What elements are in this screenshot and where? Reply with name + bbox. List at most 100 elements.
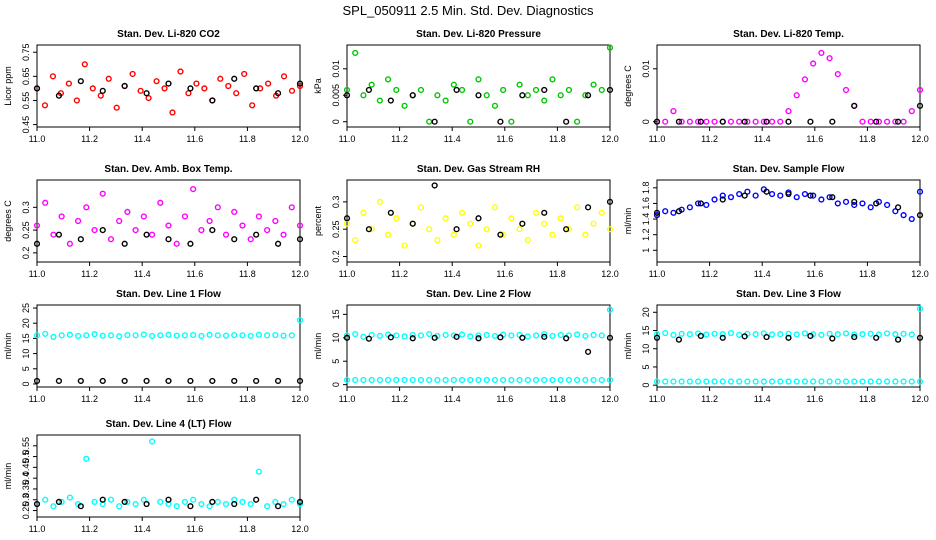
- data-point: [785, 334, 792, 341]
- data-point: [132, 332, 139, 339]
- y-tick-label: 0.005: [331, 84, 341, 107]
- data-point: [280, 231, 287, 238]
- x-tick-label: 11.6: [806, 394, 823, 404]
- data-point: [662, 378, 669, 385]
- data-point: [810, 378, 817, 385]
- data-point: [33, 222, 41, 229]
- data-point: [497, 334, 504, 341]
- data-point: [736, 331, 743, 338]
- data-point: [810, 60, 817, 67]
- data-point: [653, 209, 661, 216]
- x-tick-label: 11.6: [496, 269, 513, 279]
- panel-1: Stan. Dev. Li-820 CO2 Licor ppm 11.0 11.2 11…: [3, 29, 309, 144]
- data-point: [829, 118, 836, 125]
- data-point: [653, 118, 661, 125]
- x-tick-label: 11.8: [239, 134, 256, 144]
- data-point: [606, 306, 614, 313]
- data-point: [467, 376, 474, 384]
- data-point: [116, 503, 123, 510]
- data-point: [393, 376, 400, 384]
- data-point: [33, 85, 41, 92]
- data-point: [73, 97, 80, 104]
- data-point: [132, 500, 139, 508]
- data-point: [686, 118, 693, 125]
- data-point: [55, 377, 63, 385]
- data-point: [65, 80, 72, 87]
- data-point: [719, 118, 726, 125]
- x-tick-label: 11.2: [391, 269, 408, 279]
- data-point: [711, 330, 718, 337]
- data-point: [675, 208, 683, 215]
- data-point: [458, 209, 466, 216]
- data-point: [519, 92, 526, 99]
- data-point: [181, 332, 189, 339]
- data-point: [274, 240, 282, 247]
- y-axis-label: degrees C: [623, 65, 633, 107]
- data-point: [458, 86, 466, 94]
- y-axis-label: percent: [313, 205, 323, 236]
- data-point: [678, 118, 685, 125]
- data-point: [675, 336, 683, 343]
- data-point: [55, 231, 63, 238]
- data-point: [409, 92, 416, 99]
- data-point: [557, 376, 564, 384]
- data-point: [148, 438, 156, 445]
- data-point: [409, 335, 416, 342]
- data-point: [393, 332, 400, 339]
- data-point: [532, 86, 540, 94]
- data-point: [483, 331, 490, 339]
- y-tick-label: 25: [21, 303, 31, 313]
- data-point: [916, 188, 924, 195]
- panel-8: Stan. Dev. Line 2 Flow ml/min 11.0 11.2 11.4…: [313, 289, 619, 404]
- data-point: [752, 378, 759, 385]
- data-point: [140, 213, 147, 220]
- data-point: [491, 204, 499, 211]
- plot-frame: [656, 44, 921, 128]
- data-point: [431, 118, 438, 125]
- data-point: [694, 118, 702, 125]
- data-point: [376, 332, 383, 340]
- panel-title: Stan. Dev. Line 2 Flow: [426, 289, 531, 300]
- data-point: [763, 333, 770, 341]
- data-point: [384, 76, 392, 83]
- data-point: [99, 87, 106, 94]
- data-point: [483, 92, 490, 99]
- data-point: [241, 70, 248, 78]
- data-point: [851, 102, 858, 109]
- y-tick-label: 10: [331, 333, 341, 343]
- x-tick-label: 11.0: [29, 524, 46, 534]
- plot-frame: [656, 179, 921, 263]
- data-point: [670, 378, 677, 385]
- y-axis-label: kPa: [313, 78, 323, 94]
- data-point: [185, 90, 192, 97]
- x-tick-label: 11.2: [701, 394, 718, 404]
- data-point: [296, 317, 304, 324]
- data-point: [867, 378, 874, 385]
- data-point: [173, 240, 180, 247]
- y-tick-label: 0.25: [21, 221, 31, 239]
- data-point: [124, 331, 131, 339]
- data-point: [768, 118, 776, 125]
- data-point: [253, 231, 260, 238]
- data-point: [214, 204, 221, 211]
- data-point: [206, 331, 213, 338]
- data-point: [793, 194, 800, 201]
- data-point: [768, 331, 776, 338]
- data-point: [384, 231, 392, 238]
- data-point: [557, 92, 564, 99]
- data-point: [288, 204, 295, 211]
- data-point: [500, 231, 507, 238]
- data-point: [741, 118, 748, 125]
- x-tick-label: 11.4: [754, 269, 771, 279]
- x-tick-label: 11.6: [186, 394, 203, 404]
- data-point: [255, 331, 263, 338]
- data-point: [727, 378, 735, 385]
- data-point: [785, 330, 792, 337]
- data-point: [606, 44, 614, 51]
- data-point: [209, 498, 216, 505]
- data-point: [810, 192, 817, 199]
- data-point: [365, 86, 373, 94]
- data-point: [582, 92, 589, 99]
- panel-title: Stan. Dev. Amb. Box Temp.: [104, 164, 232, 175]
- data-point: [247, 500, 254, 508]
